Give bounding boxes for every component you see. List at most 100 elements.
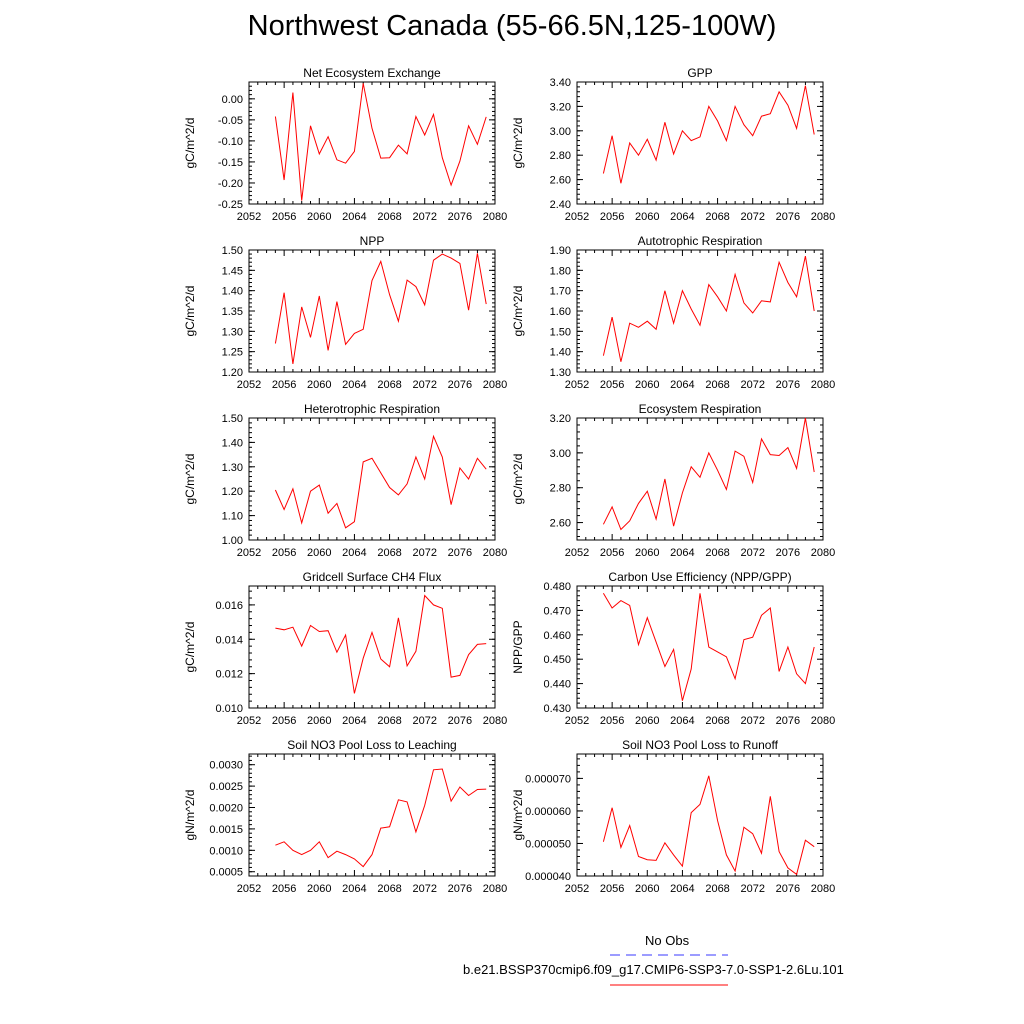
x-tick-label: 2072 (740, 883, 764, 895)
y-tick-label: 0.430 (543, 703, 571, 715)
x-tick-label: 2056 (272, 715, 296, 727)
x-tick-label: 2080 (483, 715, 507, 727)
y-tick-label: 1.45 (222, 265, 243, 277)
x-tick-label: 2064 (670, 715, 694, 727)
x-tick-label: 2076 (776, 379, 800, 391)
x-tick-label: 2052 (237, 379, 261, 391)
x-tick-label: 2064 (342, 883, 366, 895)
x-tick-label: 2072 (740, 547, 764, 559)
x-tick-label: 2056 (600, 211, 624, 223)
x-tick-label: 2068 (377, 379, 401, 391)
series-line (275, 768, 487, 868)
y-tick-label: 3.00 (550, 126, 571, 138)
x-tick-label: 2072 (412, 379, 436, 391)
series-line (602, 85, 815, 184)
y-tick-label: 0.0020 (209, 803, 243, 815)
y-tick-label: 1.20 (222, 367, 243, 379)
series-line (602, 255, 815, 362)
x-tick-label: 2052 (565, 883, 589, 895)
x-tick-label: 2072 (412, 211, 436, 223)
x-tick-label: 2080 (483, 547, 507, 559)
panel-title: Heterotrophic Respiration (304, 402, 440, 416)
y-tick-label: -0.25 (218, 199, 243, 211)
x-tick-label: 2052 (237, 547, 261, 559)
y-axis-label: NPP/GPP (511, 620, 525, 673)
y-tick-label: 1.60 (550, 306, 571, 318)
y-tick-label: -0.15 (218, 157, 243, 169)
y-tick-label: 0.0025 (209, 781, 243, 793)
panel-title: Carbon Use Efficiency (NPP/GPP) (608, 570, 791, 584)
x-tick-label: 2068 (705, 715, 729, 727)
y-tick-label: 1.80 (550, 265, 571, 277)
chart-panel: Carbon Use Efficiency (NPP/GPP) 2052 2056 2… (511, 570, 835, 727)
y-tick-label: 3.40 (550, 77, 571, 89)
x-tick-label: 2056 (272, 547, 296, 559)
x-tick-label: 2080 (811, 211, 835, 223)
y-axis-label: gC/m^2/d (183, 286, 197, 337)
panel-title: Gridcell Surface CH4 Flux (303, 570, 442, 584)
y-tick-label: 1.30 (550, 367, 571, 379)
x-tick-label: 2056 (272, 883, 296, 895)
plot-frame (248, 417, 496, 541)
y-tick-label: 1.10 (222, 511, 243, 523)
x-tick-label: 2056 (600, 715, 624, 727)
x-tick-label: 2060 (635, 211, 659, 223)
x-tick-label: 2052 (565, 211, 589, 223)
x-tick-label: 2076 (448, 715, 472, 727)
y-tick-label: 3.20 (550, 101, 571, 113)
x-tick-label: 2060 (307, 547, 331, 559)
y-tick-label: 0.010 (215, 703, 243, 715)
y-tick-label: 0.000060 (525, 806, 571, 818)
x-tick-label: 2056 (272, 379, 296, 391)
chart-panel: Net Ecosystem Exchange 2052 2056 2060 2064 20… (183, 66, 507, 223)
x-tick-label: 2076 (776, 715, 800, 727)
x-tick-label: 2056 (600, 379, 624, 391)
y-tick-label: 1.25 (222, 347, 243, 359)
x-tick-label: 2056 (600, 547, 624, 559)
x-tick-label: 2068 (377, 715, 401, 727)
chart-panel: Heterotrophic Respiration 2052 2056 2060 206… (183, 402, 507, 559)
y-tick-label: 0.0010 (209, 845, 243, 857)
panel-title: Soil NO3 Pool Loss to Leaching (287, 738, 456, 752)
y-tick-label: 2.40 (550, 199, 571, 211)
x-tick-label: 2080 (811, 883, 835, 895)
x-tick-label: 2064 (342, 379, 366, 391)
y-tick-label: 1.40 (550, 347, 571, 359)
panel-title: Net Ecosystem Exchange (303, 66, 441, 80)
y-tick-label: -0.10 (218, 136, 243, 148)
y-axis-label: gC/m^2/d (511, 118, 525, 169)
y-tick-label: 0.014 (215, 634, 243, 646)
y-tick-label: 1.20 (222, 486, 243, 498)
page-title: Northwest Canada (55-66.5N,125-100W) (247, 10, 777, 42)
panel-title: Soil NO3 Pool Loss to Runoff (622, 738, 779, 752)
plot-frame (248, 585, 496, 709)
x-tick-label: 2072 (412, 715, 436, 727)
y-tick-label: 2.80 (550, 483, 571, 495)
x-tick-label: 2060 (635, 715, 659, 727)
series-line (602, 417, 815, 531)
legend-obs-label: No Obs (645, 933, 690, 948)
y-tick-label: 0.000050 (525, 838, 571, 850)
x-tick-label: 2080 (483, 211, 507, 223)
y-tick-label: 0.0015 (209, 824, 243, 836)
x-tick-label: 2060 (307, 211, 331, 223)
y-axis-label: gC/m^2/d (183, 454, 197, 505)
y-tick-label: 0.00 (222, 94, 243, 106)
x-tick-label: 2064 (670, 547, 694, 559)
x-tick-label: 2068 (705, 379, 729, 391)
x-tick-label: 2060 (307, 883, 331, 895)
plot-frame (248, 81, 496, 205)
x-tick-label: 2072 (740, 379, 764, 391)
panel-title: Autotrophic Respiration (638, 234, 763, 248)
plot-frame (576, 585, 824, 709)
x-tick-label: 2052 (565, 547, 589, 559)
panel-title: NPP (360, 234, 385, 248)
y-tick-label: 3.00 (550, 448, 571, 460)
series-line (275, 594, 487, 694)
y-tick-label: 0.012 (215, 669, 243, 681)
series-line (274, 253, 487, 364)
chart-panel: Soil NO3 Pool Loss to Leaching 2052 2056 20… (183, 738, 507, 895)
legend-case-label: b.e21.BSSP370cmip6.f09_g17.CMIP6-SSP3-7.… (463, 962, 844, 977)
y-tick-label: 1.50 (222, 245, 243, 257)
chart-panel: Ecosystem Respiration 2052 2056 2060 2064 206… (511, 402, 835, 559)
